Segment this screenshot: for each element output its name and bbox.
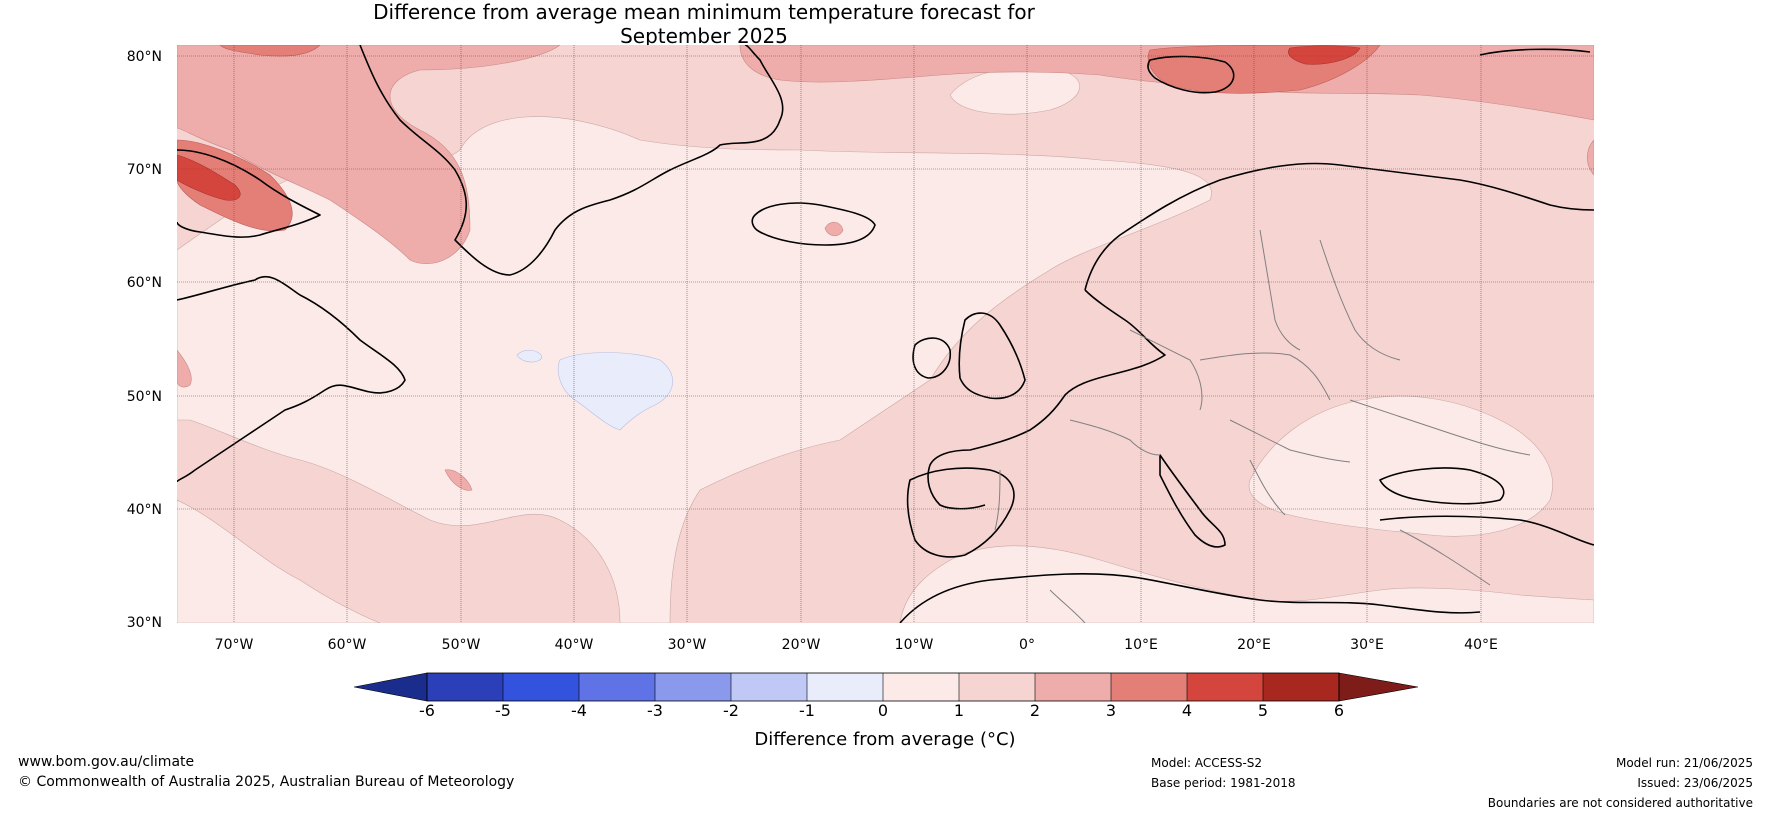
colorbar-bin <box>1263 673 1339 701</box>
colorbar-tick-label: 4 <box>1182 701 1192 720</box>
anomaly-2-3-band <box>824 221 844 237</box>
lon-label: 30°E <box>1350 637 1384 653</box>
gridlines <box>177 45 1594 623</box>
colorbar-tick-label: -5 <box>495 701 511 720</box>
lat-label: 30°N <box>127 615 162 631</box>
anomaly-2-3-band <box>177 45 561 264</box>
colorbar-tick-label: -6 <box>419 701 435 720</box>
colorbar-bin <box>1111 673 1187 701</box>
colorbar-extend-low <box>353 672 428 702</box>
lon-label: 40°E <box>1464 637 1498 653</box>
country-borders <box>994 229 1531 623</box>
map-panel <box>177 45 1594 623</box>
colorbar-tick-label: -4 <box>571 701 587 720</box>
lon-label: 30°W <box>668 637 707 653</box>
colorbar-tick-label: -3 <box>647 701 663 720</box>
model-text: Model: ACCESS-S2 <box>1151 756 1263 770</box>
issued-text: Issued: 23/06/2025 <box>1637 776 1753 790</box>
lat-label: 80°N <box>127 49 162 65</box>
colorbar: -6 -5 -4 -3 -2 -1 0 1 2 3 4 5 6 <box>353 672 1419 720</box>
disclaimer-text: Boundaries are not considered authoritat… <box>1487 796 1753 810</box>
colorbar-bin <box>1035 673 1111 701</box>
colorbar-bin <box>503 673 579 701</box>
map-title-line1: Difference from average mean minimum tem… <box>373 0 1035 24</box>
model-run-text: Model run: 21/06/2025 <box>1615 756 1753 770</box>
map-title-line2: September 2025 <box>620 24 788 48</box>
latitude-labels: 80°N 70°N 60°N 50°N 40°N 30°N <box>127 49 162 631</box>
anomaly-minus1-0-band <box>516 349 543 363</box>
lon-label: 40°W <box>555 637 594 653</box>
lon-label: 0° <box>1019 637 1035 653</box>
anomaly-minus1-0-band <box>557 352 674 431</box>
anomaly-0-1-band <box>1248 395 1553 537</box>
lat-label: 60°N <box>127 275 162 291</box>
colorbar-bin <box>427 673 503 701</box>
colorbar-bin <box>579 673 655 701</box>
longitude-labels: 70°W 60°W 50°W 40°W 30°W 20°W 10°W 0° 10… <box>215 637 1498 653</box>
lon-label: 50°W <box>442 637 481 653</box>
copyright-text: © Commonwealth of Australia 2025, Austra… <box>18 774 515 790</box>
lon-label: 20°W <box>782 637 821 653</box>
lat-label: 50°N <box>127 389 162 405</box>
colorbar-tick-label: 6 <box>1334 701 1344 720</box>
colorbar-tick-label: 5 <box>1258 701 1268 720</box>
colorbar-label: Difference from average (°C) <box>754 729 1016 750</box>
anomaly-3-4-band <box>219 45 321 57</box>
colorbar-bin <box>807 673 883 701</box>
anomaly-2-3-band <box>177 349 192 388</box>
colorbar-bin <box>883 673 959 701</box>
base-period-text: Base period: 1981-2018 <box>1151 776 1296 790</box>
colorbar-bin <box>655 673 731 701</box>
lon-label: 10°W <box>895 637 934 653</box>
colorbar-tick-label: -1 <box>799 701 815 720</box>
colorbar-tick-label: 1 <box>954 701 964 720</box>
anomaly-0-1-band <box>177 499 381 623</box>
colorbar-tick-label: 3 <box>1106 701 1116 720</box>
anomaly-2-3-band <box>1586 139 1594 176</box>
map-title: Difference from average mean minimum tem… <box>0 0 1408 48</box>
colorbar-bin <box>731 673 807 701</box>
colorbar-bin <box>1187 673 1263 701</box>
colorbar-tick-label: -2 <box>723 701 739 720</box>
lon-label: 60°W <box>328 637 367 653</box>
lon-label: 10°E <box>1124 637 1158 653</box>
lat-label: 40°N <box>127 502 162 518</box>
lat-label: 70°N <box>127 162 162 178</box>
lon-label: 20°E <box>1237 637 1271 653</box>
anomaly-2-3-band <box>444 469 473 491</box>
lon-label: 70°W <box>215 637 254 653</box>
colorbar-extend-high <box>1338 672 1419 702</box>
colorbar-bin <box>959 673 1035 701</box>
colorbar-tick-label: 0 <box>878 701 888 720</box>
anomaly-4-5-band <box>177 154 241 201</box>
colorbar-tick-label: 2 <box>1030 701 1040 720</box>
website-text: www.bom.gov.au/climate <box>18 754 195 770</box>
anomaly-4-5-band <box>1288 45 1361 65</box>
